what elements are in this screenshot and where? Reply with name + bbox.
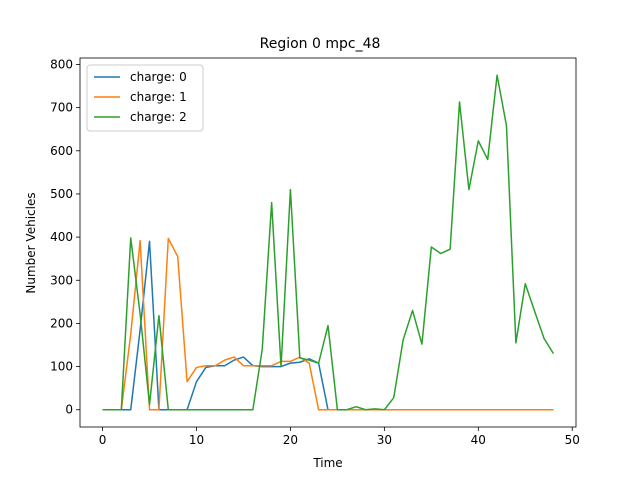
y-axis-label: Number Vehicles	[24, 192, 38, 293]
x-tick-label: 50	[565, 433, 580, 447]
axes-frame	[79, 57, 577, 428]
plot-area	[102, 74, 555, 411]
y-tick-label: 200	[50, 316, 73, 330]
series-line-charge-1	[102, 237, 554, 411]
y-tick-label: 700	[50, 101, 73, 115]
y-tick-label: 400	[50, 230, 73, 244]
y-tick-label: 500	[50, 187, 73, 201]
legend: charge: 0 charge: 1 charge: 2	[86, 64, 204, 132]
y-tick-label: 100	[50, 360, 73, 374]
x-tick-label: 30	[377, 433, 392, 447]
x-tick-label: 40	[471, 433, 486, 447]
y-tick-label: 600	[50, 144, 73, 158]
legend-box	[86, 64, 204, 132]
series-line-charge-2	[102, 74, 555, 411]
chart-title: Region 0 mpc_48	[260, 36, 381, 52]
x-tick-label: 10	[189, 433, 204, 447]
legend-label-charge-1: charge: 1	[130, 90, 187, 104]
legend-label-charge-2: charge: 2	[130, 110, 187, 124]
x-tick-label: 20	[283, 433, 298, 447]
y-tick-label: 300	[50, 273, 73, 287]
x-axis-label: Time	[312, 456, 342, 470]
y-tick-label: 800	[50, 57, 73, 71]
y-tick-label: 0	[65, 403, 73, 417]
legend-label-charge-0: charge: 0	[130, 70, 187, 84]
x-tick-label: 0	[99, 433, 107, 447]
